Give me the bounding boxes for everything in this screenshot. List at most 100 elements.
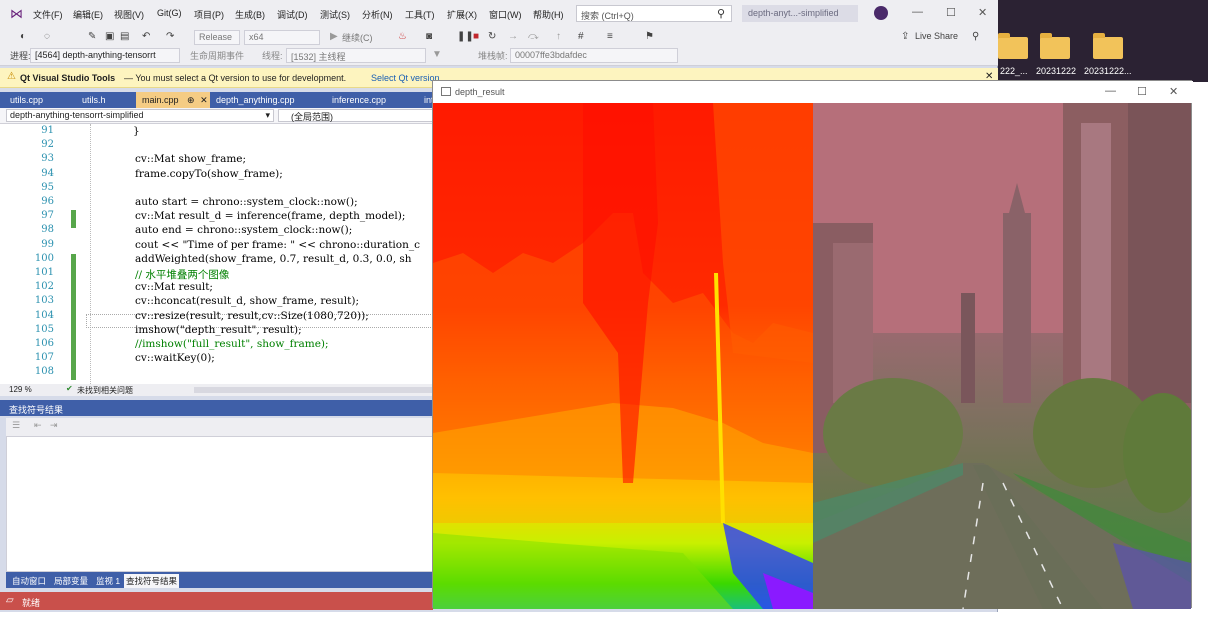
minimize-button[interactable]: — — [912, 6, 923, 18]
menu-analyze[interactable]: 分析(N) — [362, 10, 393, 20]
folder-icon[interactable] — [1040, 33, 1070, 59]
folder-label: 20231222... — [1084, 66, 1132, 76]
tab-main-cpp[interactable]: main.cpp ⊕ ✕ — [136, 92, 210, 108]
screenshot-icon[interactable]: ◙ — [426, 31, 433, 42]
next-result-icon[interactable]: ⇥ — [50, 420, 58, 430]
menu-edit[interactable]: 编辑(E) — [73, 10, 103, 20]
avatar[interactable] — [874, 6, 888, 20]
search-input[interactable]: 搜索 (Ctrl+Q) ⚲ — [576, 5, 732, 22]
new-file-icon[interactable]: ✎ — [88, 31, 97, 42]
menu-tools[interactable]: 工具(T) — [405, 10, 435, 20]
desktop-background: 222_... 20231222 20231222... — [998, 0, 1208, 82]
menu-window[interactable]: 窗口(W) — [489, 10, 522, 20]
line-number: 103 — [34, 295, 54, 307]
line-number-gutter: 91 92 93 94 95 96 97 98 99 100 101 102 103 104 105 106 1… — [0, 124, 62, 384]
editor-status-row: 129 % ✔ 未找到相关问题 — [0, 384, 433, 396]
forward-icon[interactable]: ◌ — [44, 31, 50, 42]
scope-dropdown[interactable]: (全局范围) — [278, 109, 433, 122]
configuration-dropdown[interactable]: Release — [194, 30, 240, 45]
close-button[interactable]: ✕ — [1169, 86, 1179, 98]
undo-icon[interactable]: ↶ — [142, 31, 151, 42]
maximize-button[interactable]: ☐ — [946, 7, 956, 19]
tab-find-symbol-results[interactable]: 查找符号结果 — [124, 574, 180, 588]
menu-git[interactable]: Git(G) — [157, 8, 182, 18]
folder-icon[interactable] — [1093, 33, 1123, 59]
project-dropdown[interactable]: depth-anything-tensorrt-simplified ▾ — [6, 109, 274, 122]
code-editor[interactable]: 91 92 93 94 95 96 97 98 99 100 101 102 103 104 105 106 1… — [0, 124, 433, 384]
bookmark-icon[interactable]: ⚑ — [645, 31, 654, 42]
hot-reload-icon[interactable]: ♨ — [398, 31, 407, 42]
filter-icon[interactable]: ▼ — [432, 49, 442, 60]
share-icon[interactable]: ⇪ — [901, 31, 910, 42]
code-line: cv::resize(result, result,cv::Size(1080,… — [135, 309, 369, 322]
code-line: auto end = chrono::system_clock::now(); — [135, 224, 353, 237]
line-number: 93 — [41, 153, 54, 165]
tab-watch-1[interactable]: 监视 1 — [96, 576, 121, 586]
tab-depth-anything-cpp[interactable]: depth_anything.cpp — [216, 95, 295, 105]
pause-icon[interactable]: ❚❚ — [457, 31, 474, 42]
line-number: 104 — [34, 309, 54, 321]
stop-icon[interactable]: ■ — [473, 31, 480, 42]
step-into-icon[interactable]: → — [508, 31, 518, 42]
change-marker — [71, 210, 76, 228]
save-icon[interactable]: ▣ — [105, 31, 115, 42]
tab-utils-cpp[interactable]: utils.cpp — [10, 95, 44, 105]
tab-autos[interactable]: 自动窗口 — [12, 576, 47, 586]
depth-map-image — [433, 103, 813, 609]
back-icon[interactable]: ◐ — [20, 31, 27, 42]
menu-help[interactable]: 帮助(H) — [533, 10, 564, 20]
comment-icon[interactable]: ≡ — [607, 31, 613, 42]
tab-inference-cpp[interactable]: inference.cpp — [332, 95, 387, 105]
menu-project[interactable]: 项目(P) — [194, 10, 224, 20]
close-button[interactable]: ✕ — [978, 7, 988, 19]
maximize-button[interactable]: ☐ — [1137, 86, 1147, 98]
select-qt-version-link[interactable]: Select Qt version... — [371, 73, 448, 83]
list-icon[interactable]: ☰ — [12, 420, 21, 430]
line-number: 94 — [41, 167, 54, 179]
menu-view[interactable]: 视图(V) — [114, 10, 144, 20]
platform-dropdown[interactable]: x64 — [244, 30, 320, 45]
menu-debug[interactable]: 调试(D) — [277, 10, 308, 20]
project-dropdown-label: depth-anything-tensorrt-simplified — [10, 110, 144, 120]
tab-overflow[interactable]: int — [424, 95, 434, 105]
zoom-level[interactable]: 129 % — [9, 385, 32, 394]
step-over-icon[interactable]: ⤼ — [528, 31, 539, 42]
live-share-button[interactable]: Live Share — [915, 31, 959, 41]
horizontal-scrollbar[interactable] — [194, 387, 433, 393]
step-out-icon[interactable]: ↑ — [556, 31, 561, 42]
line-number: 92 — [41, 139, 54, 151]
redo-icon[interactable]: ↷ — [166, 31, 175, 42]
ready-icon: ▱ — [6, 595, 14, 606]
feedback-icon[interactable]: ⚲ — [972, 31, 980, 42]
menu-extensions[interactable]: 扩展(X) — [447, 10, 477, 20]
depth-result-window: depth_result — ☐ ✕ — [432, 80, 1193, 609]
pin-icon[interactable]: ⊕ — [187, 95, 195, 105]
tab-locals[interactable]: 局部变量 — [54, 576, 89, 586]
lifecycle-events-button[interactable]: 生命周期事件 — [190, 51, 245, 61]
issues-status[interactable]: 未找到相关问题 — [77, 386, 133, 395]
line-number: 98 — [41, 224, 54, 236]
info-bar-title: Qt Visual Studio Tools — [20, 73, 116, 83]
window-title-bar[interactable]: depth_result — ☐ ✕ — [433, 81, 1193, 103]
find-symbol-panel-header: 查找符号结果 — [0, 400, 433, 416]
restart-icon[interactable]: ↻ — [488, 31, 497, 42]
stack-frame-dropdown[interactable]: 00007ffe3bdafdec — [510, 48, 678, 63]
minimize-button[interactable]: — — [1105, 85, 1116, 97]
menu-file[interactable]: 文件(F) — [33, 10, 63, 20]
folder-icon[interactable] — [998, 33, 1028, 59]
menu-test[interactable]: 测试(S) — [320, 10, 350, 20]
line-number: 106 — [34, 338, 54, 349]
find-symbol-results[interactable] — [6, 436, 433, 572]
prev-result-icon[interactable]: ⇤ — [34, 420, 42, 430]
street-photo-image — [813, 103, 1191, 609]
breakpoint-toggle-icon[interactable]: # — [578, 31, 584, 42]
tab-utils-h[interactable]: utils.h — [82, 95, 106, 105]
save-all-icon[interactable]: ▤ — [120, 31, 130, 42]
thread-dropdown[interactable]: [1532] 主线程 — [286, 48, 426, 63]
process-dropdown[interactable]: [4564] depth-anything-tensorrt — [30, 48, 180, 63]
menu-build[interactable]: 生成(B) — [235, 10, 265, 20]
info-bar-close-icon[interactable]: ✕ — [985, 71, 994, 82]
close-tab-icon[interactable]: ✕ — [200, 95, 208, 105]
continue-button[interactable]: 继续(C) — [342, 33, 373, 43]
chevron-down-icon: ▾ — [265, 110, 270, 120]
